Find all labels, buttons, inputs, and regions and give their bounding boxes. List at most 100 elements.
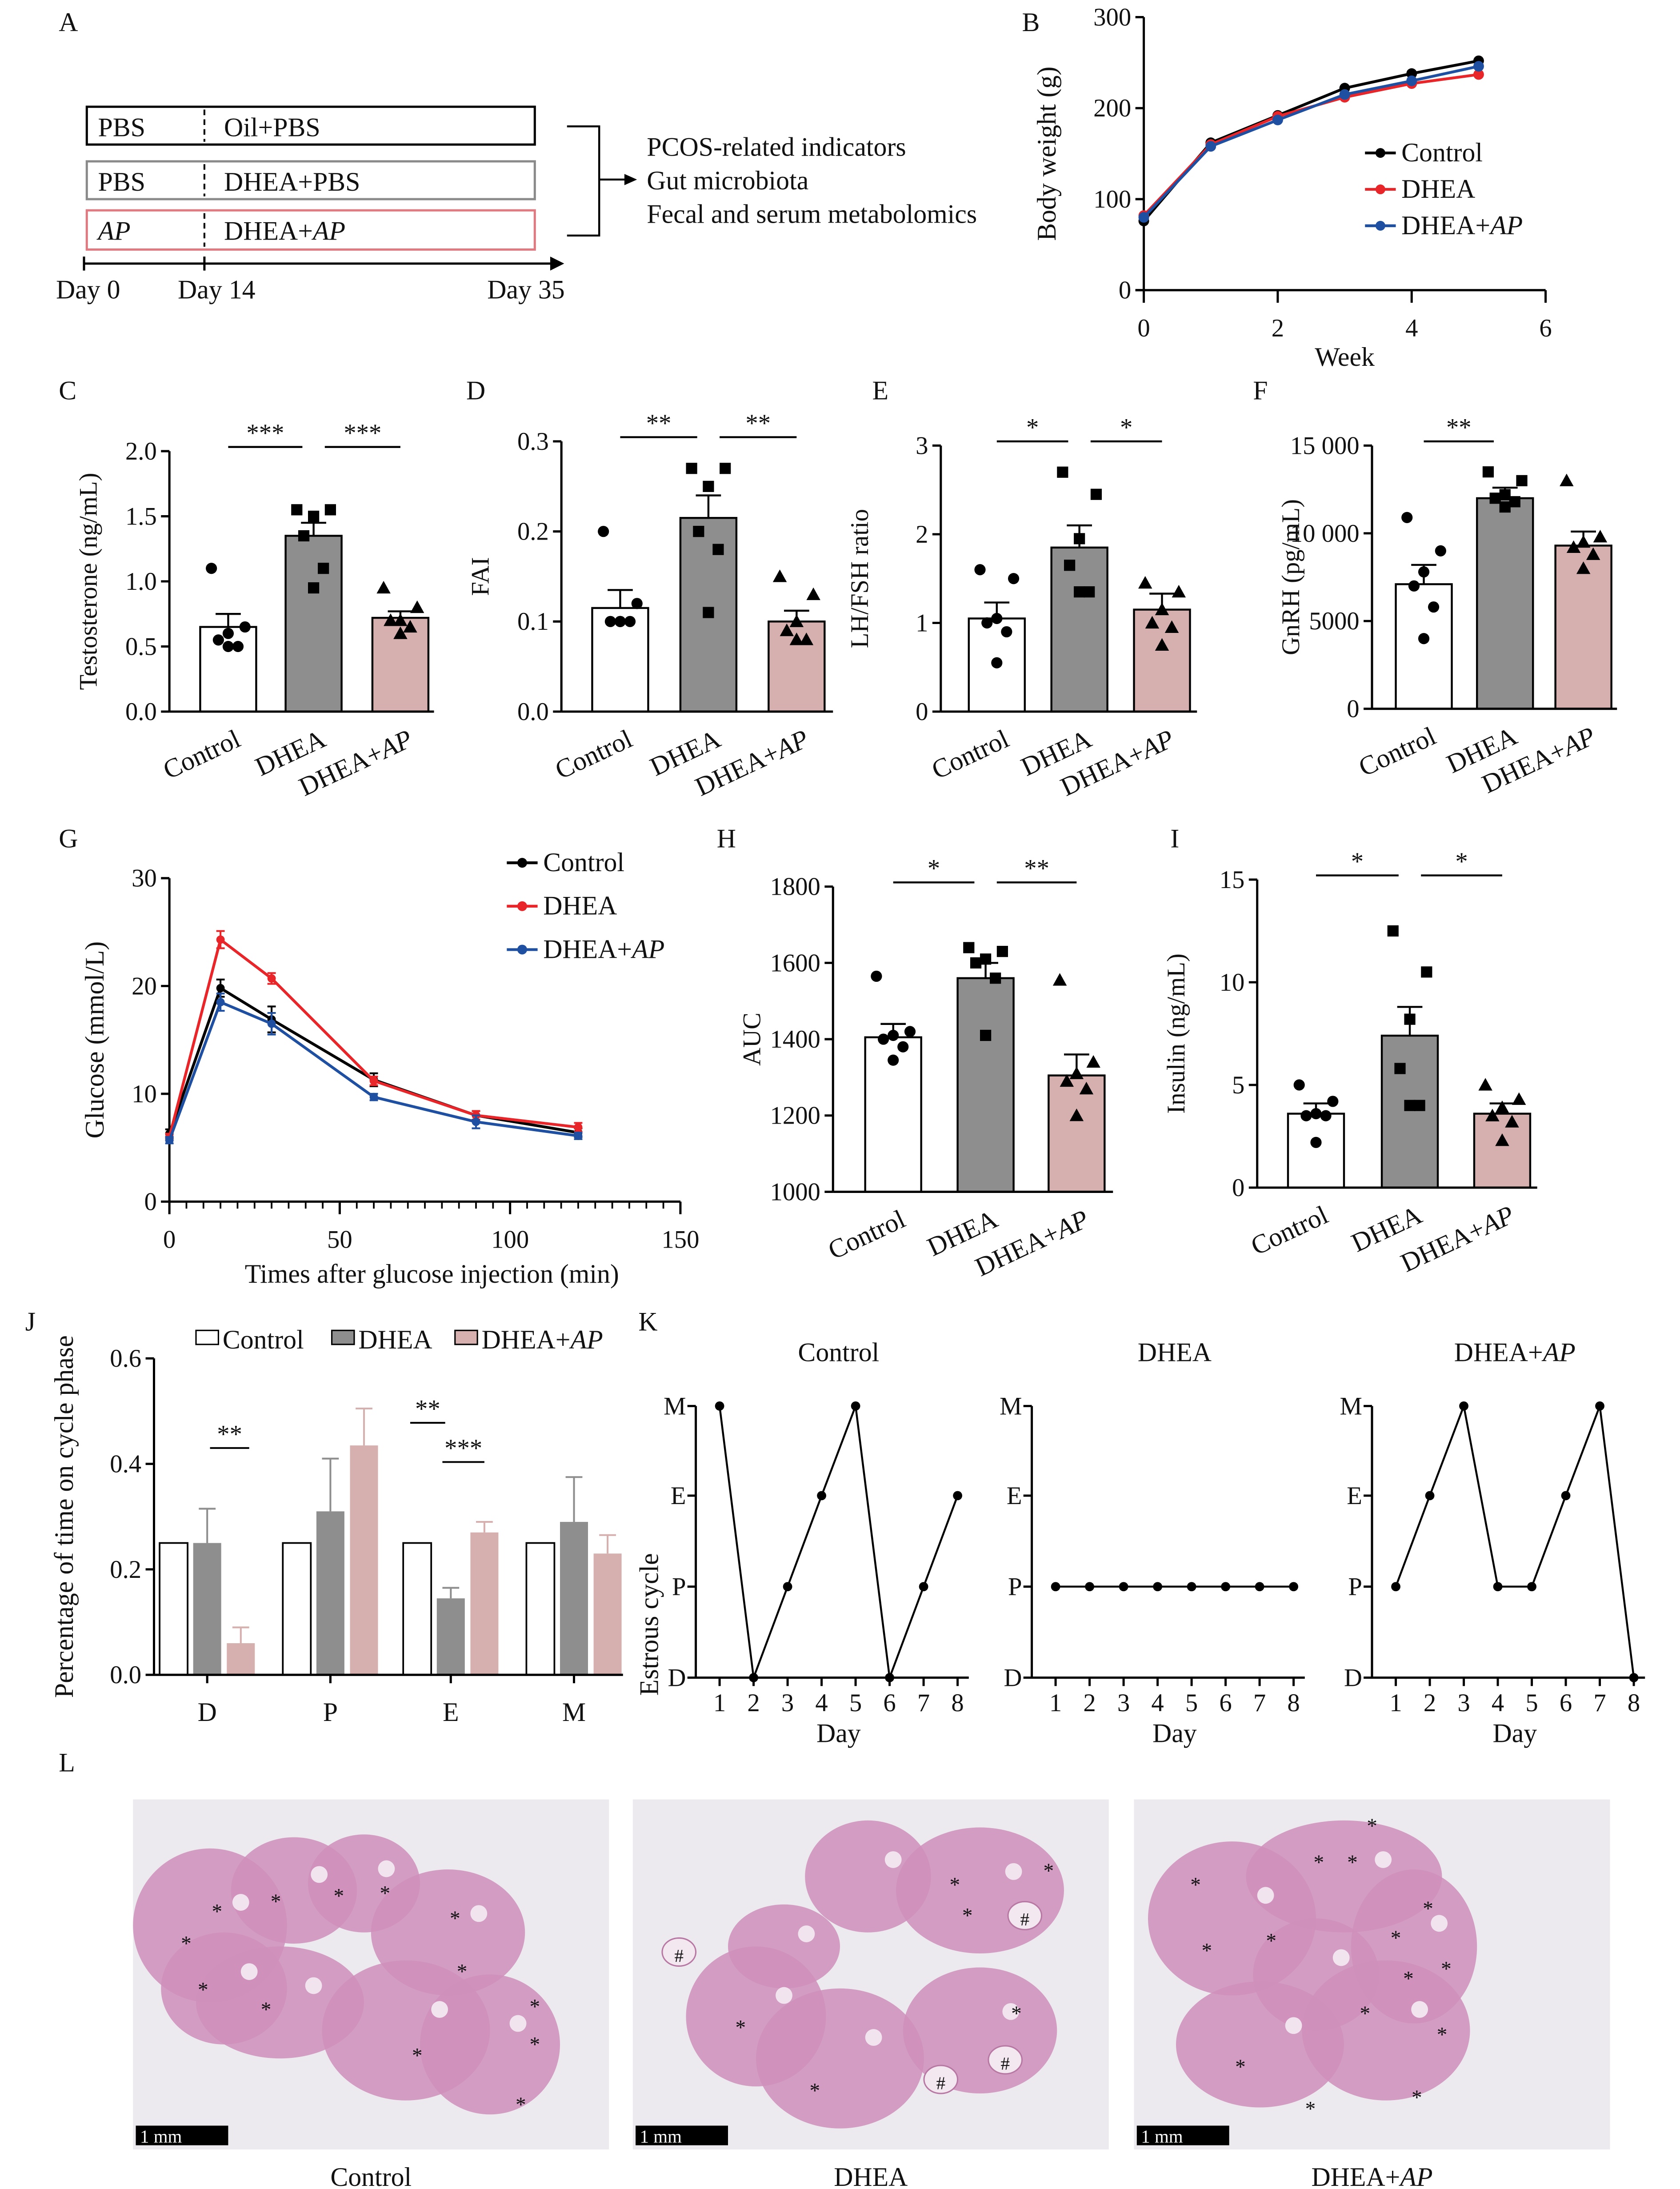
legend-label: DHEA+AP bbox=[482, 1325, 603, 1354]
significance-label: ** bbox=[1024, 855, 1049, 883]
y-tick-label: M bbox=[664, 1392, 686, 1420]
follicle bbox=[1411, 2001, 1428, 2018]
data-point bbox=[598, 526, 609, 537]
data-point bbox=[1086, 1055, 1100, 1068]
panel-letter-D: D bbox=[466, 376, 485, 405]
data-point bbox=[1008, 573, 1020, 584]
x-tick-label: 8 bbox=[1287, 1689, 1300, 1717]
plot-title: DHEA+AP bbox=[1454, 1338, 1576, 1367]
x-tick-label: 3 bbox=[1117, 1689, 1130, 1717]
x-axis-label: Day bbox=[1152, 1718, 1197, 1748]
significance-label: ** bbox=[646, 409, 672, 437]
corpus-luteum-marker: * bbox=[1423, 1897, 1433, 1921]
cyst-marker: # bbox=[675, 1946, 684, 1966]
x-tick-label: 1 bbox=[713, 1689, 726, 1717]
data-point bbox=[1435, 545, 1446, 556]
data-point bbox=[1425, 1491, 1435, 1501]
y-tick-label: 100 bbox=[1093, 185, 1131, 213]
data-point bbox=[369, 1076, 378, 1085]
y-tick-label: 0.4 bbox=[110, 1450, 141, 1478]
data-point bbox=[376, 580, 391, 594]
y-tick-label: P bbox=[1348, 1573, 1362, 1601]
x-tick-label: 1 bbox=[1049, 1689, 1062, 1717]
arrow-icon bbox=[550, 256, 564, 271]
data-point bbox=[1310, 1108, 1322, 1120]
x-axis-label: Day bbox=[1492, 1718, 1537, 1748]
y-tick-label: 1600 bbox=[770, 949, 820, 977]
bar-dhea-ap bbox=[350, 1445, 378, 1675]
y-tick-label: 2.0 bbox=[125, 437, 157, 465]
data-point bbox=[1560, 473, 1574, 487]
data-point bbox=[1495, 1133, 1509, 1146]
bar-dhea bbox=[956, 977, 1015, 1193]
data-point bbox=[888, 1029, 899, 1041]
y-tick-label: 5000 bbox=[1309, 607, 1359, 635]
histology-image-control: * * * * * * * * * * * * * 1 mm Control bbox=[133, 1799, 609, 2189]
ovary-tissue bbox=[805, 1820, 931, 1933]
cyst-marker: # bbox=[936, 2073, 945, 2093]
corpus-luteum-marker: * bbox=[333, 1885, 344, 1908]
pretreatment-label: PBS bbox=[98, 112, 145, 142]
data-point bbox=[369, 1092, 378, 1101]
data-point bbox=[974, 564, 986, 576]
x-tick-label: 0 bbox=[1137, 314, 1150, 342]
x-tick-label: 3 bbox=[1457, 1689, 1470, 1717]
x-tick-label: 5 bbox=[1525, 1689, 1538, 1717]
data-point bbox=[384, 613, 398, 626]
arrow-icon bbox=[624, 174, 637, 185]
follicle bbox=[470, 1905, 488, 1922]
data-point bbox=[216, 998, 225, 1007]
x-tick-label: 7 bbox=[917, 1689, 930, 1717]
panel-letter-I: I bbox=[1170, 824, 1179, 853]
ovary-tissue bbox=[420, 1974, 560, 2115]
x-tick-label: Control bbox=[824, 1204, 910, 1265]
y-axis-label: AUC bbox=[738, 1012, 766, 1066]
data-point bbox=[1505, 1115, 1519, 1128]
data-point bbox=[1401, 512, 1413, 523]
y-tick-label: 0.1 bbox=[517, 608, 549, 636]
scale-bar bbox=[636, 2125, 728, 2145]
follicle bbox=[378, 1860, 395, 1877]
y-tick-label: 200 bbox=[1093, 94, 1131, 122]
corpus-luteum-marker: * bbox=[1201, 1939, 1212, 1962]
corpus-luteum-marker: * bbox=[1011, 2002, 1022, 2025]
data-point bbox=[206, 563, 217, 574]
data-point bbox=[980, 953, 992, 965]
data-point bbox=[1593, 530, 1608, 543]
data-point bbox=[1293, 1079, 1305, 1091]
y-tick-label: D bbox=[1344, 1664, 1362, 1692]
data-point bbox=[212, 634, 224, 646]
data-point bbox=[1084, 586, 1095, 598]
data-point bbox=[1155, 638, 1169, 651]
follicle bbox=[1375, 1851, 1392, 1868]
panel-letter-H: H bbox=[717, 824, 736, 853]
y-tick-label: 0 bbox=[916, 698, 928, 726]
treatment-label: Oil+PBS bbox=[224, 112, 320, 142]
x-tick-label: 4 bbox=[1405, 314, 1418, 342]
data-point bbox=[1187, 1582, 1196, 1592]
x-axis-label: Week bbox=[1315, 342, 1375, 372]
data-point bbox=[1327, 1096, 1339, 1107]
chart-g: 0 10 20 30 0 50 100 150 Times after glucose inje… bbox=[80, 848, 699, 1289]
series-line-dhea-ap bbox=[1143, 65, 1479, 219]
bar-control bbox=[199, 626, 257, 713]
y-tick-label: 10 bbox=[1220, 968, 1245, 996]
y-tick-label: 15 bbox=[1220, 866, 1245, 894]
data-point bbox=[904, 1026, 916, 1037]
bar-control bbox=[525, 1542, 556, 1676]
y-tick-label: D bbox=[668, 1664, 686, 1692]
data-point bbox=[1255, 1582, 1264, 1592]
data-point bbox=[1473, 69, 1484, 80]
panel-a-schematic: PBS Oil+PBS PBS DHEA+PBS AP DHEA+AP Day 0 Day 1… bbox=[56, 105, 977, 304]
panel-letter-K: K bbox=[638, 1307, 657, 1336]
significance-label: *** bbox=[444, 1434, 482, 1462]
legend-swatch bbox=[331, 1329, 355, 1345]
data-point bbox=[1428, 601, 1440, 613]
data-point bbox=[1576, 561, 1591, 574]
data-point bbox=[1586, 547, 1600, 560]
data-point bbox=[1499, 489, 1511, 500]
corpus-luteum-marker: * bbox=[949, 1873, 960, 1897]
